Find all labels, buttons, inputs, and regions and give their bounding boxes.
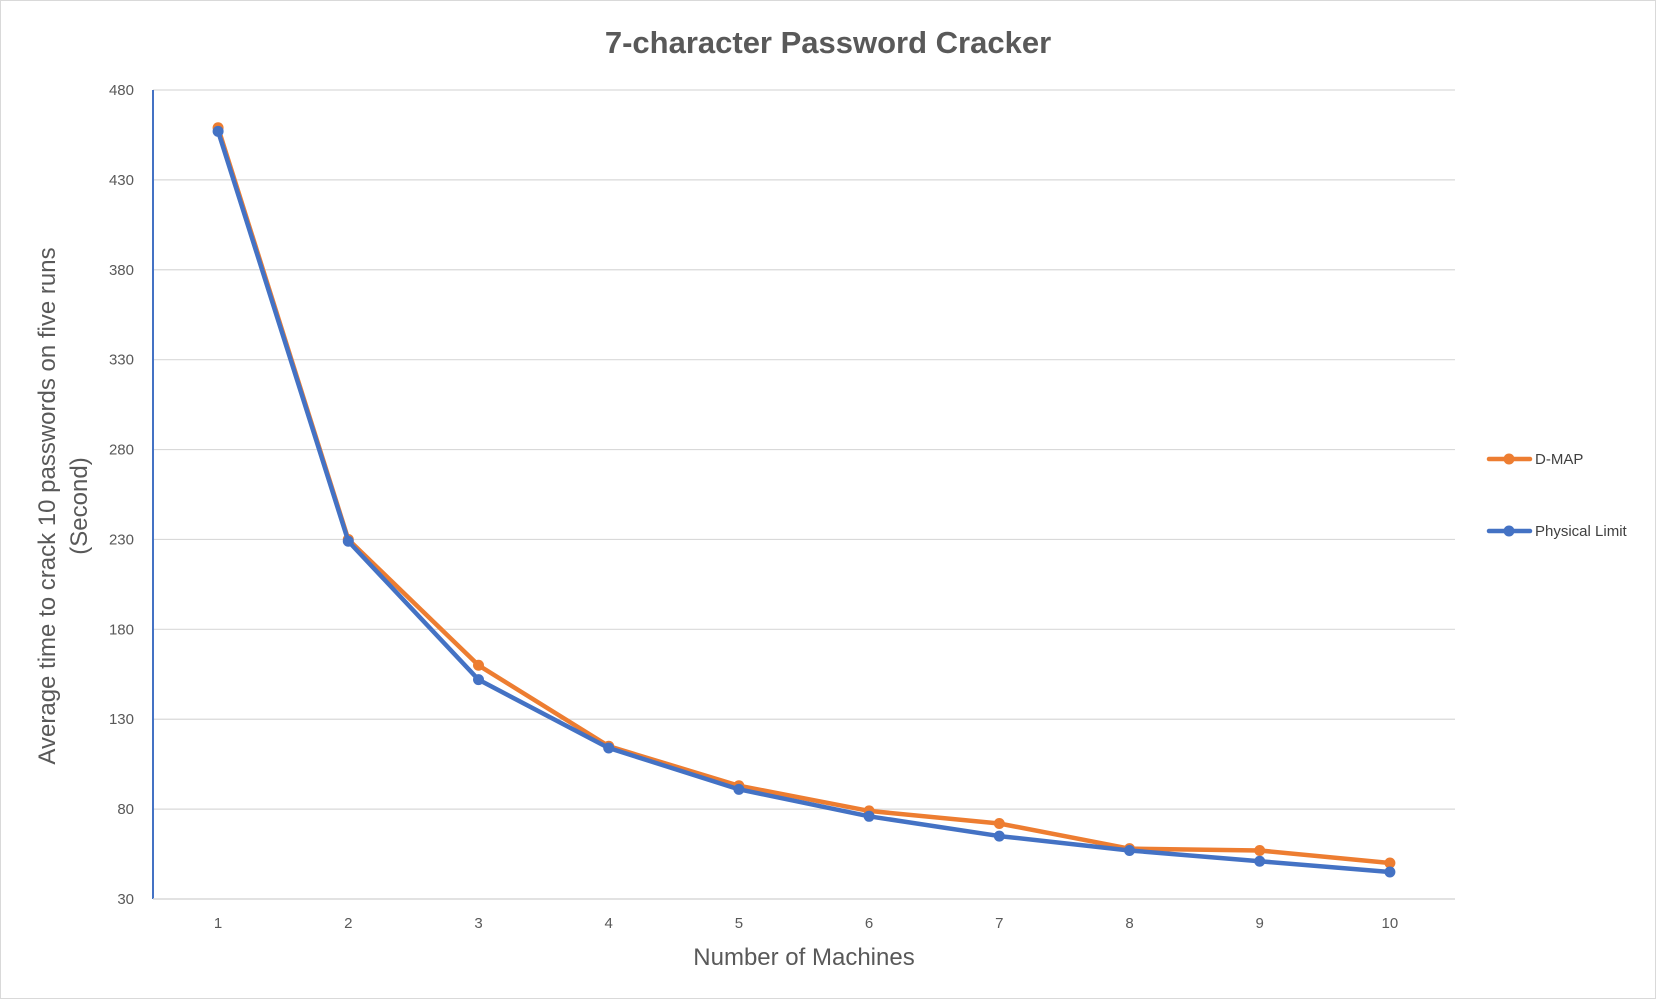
x-tick-label: 2 [344,915,352,932]
series-physical-limit [212,125,1396,878]
legend-swatch-marker [1503,525,1515,537]
series-line [215,129,1393,875]
x-axis-title: Number of Machines [693,944,914,971]
y-tick-label: 30 [117,891,134,908]
data-point [993,817,1005,829]
y-axis-title-line1: Average time to crack 10 passwords on fi… [34,247,61,764]
y-axis-title: Average time to crack 10 passwords on fi… [34,247,93,764]
y-tick-label: 180 [109,621,134,638]
x-tick-label: 1 [214,915,222,932]
x-tick-label: 9 [1256,915,1264,932]
series-line [215,125,1393,866]
x-tick-label: 6 [865,915,873,932]
data-point [1254,855,1266,867]
legend-label: Physical Limit [1535,523,1628,540]
data-point [1124,844,1135,856]
x-tick-label: 5 [735,915,743,932]
data-point [993,830,1005,842]
legend-entry: Physical Limit [1486,523,1628,540]
data-point [212,125,224,137]
y-tick-labels: 30 80 130 180 230 280 330 380 430 480 [109,82,134,908]
data-point [473,674,484,686]
gridlines [153,89,1455,810]
data-point [1384,857,1396,869]
x-tick-label: 8 [1125,915,1133,932]
legend-entry: D-MAP [1486,451,1583,468]
x-tick-label: 4 [605,915,613,932]
y-tick-label: 330 [109,352,134,369]
y-axis-title-line2: (Second) [66,457,93,554]
data-point [473,659,484,671]
y-tick-label: 80 [117,801,134,818]
y-tick-label: 480 [109,82,134,99]
chart-title: 7-character Password Cracker [605,25,1051,60]
data-point [1254,844,1266,856]
x-tick-label: 10 [1382,915,1399,932]
legend-label: D-MAP [1535,451,1583,468]
series-d-map [212,122,1396,869]
x-tick-label: 3 [474,915,482,932]
y-tick-label: 430 [109,172,134,189]
data-point [863,810,875,822]
series-lines [212,122,1396,878]
y-tick-label: 380 [109,262,134,279]
y-tick-label: 130 [109,711,134,728]
legend: D-MAP Physical Limit [1486,451,1628,540]
x-tick-label: 7 [995,915,1003,932]
x-tick-labels: 1 2 3 4 5 6 7 8 9 10 [214,915,1398,932]
data-point [342,535,354,547]
legend-swatch-marker [1503,453,1515,465]
y-tick-label: 280 [109,442,134,459]
data-point [733,783,745,795]
data-point [1384,866,1396,878]
data-point [603,742,615,754]
y-tick-label: 230 [109,531,134,548]
